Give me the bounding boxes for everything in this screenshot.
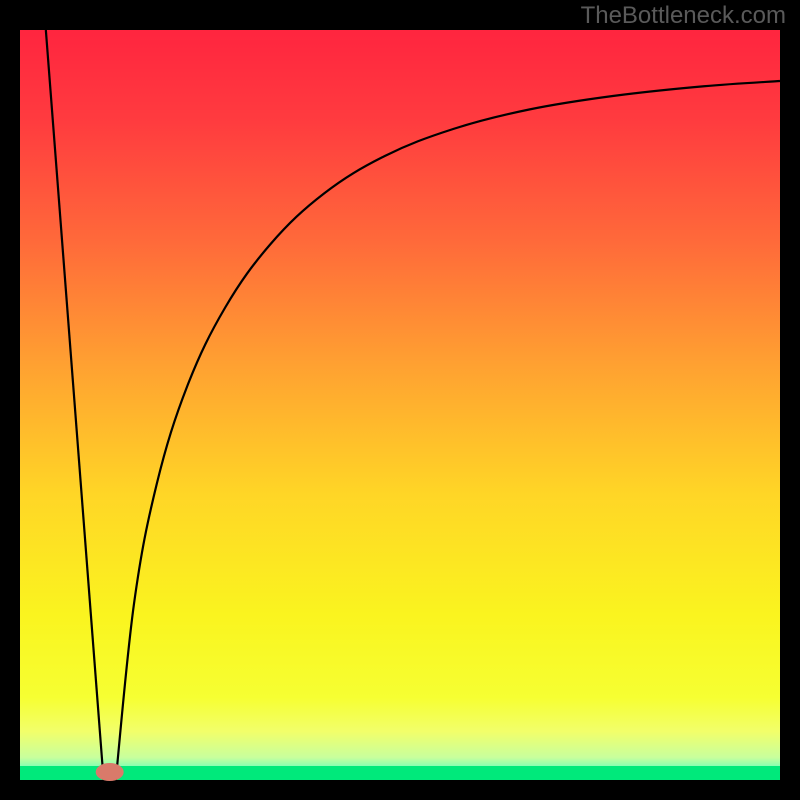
- optimal-point-marker: [96, 763, 124, 781]
- bottleneck-chart: [0, 0, 800, 800]
- plot-area: [20, 30, 780, 780]
- chart-container: TheBottleneck.com: [0, 0, 800, 800]
- bottom-green-band: [20, 766, 780, 780]
